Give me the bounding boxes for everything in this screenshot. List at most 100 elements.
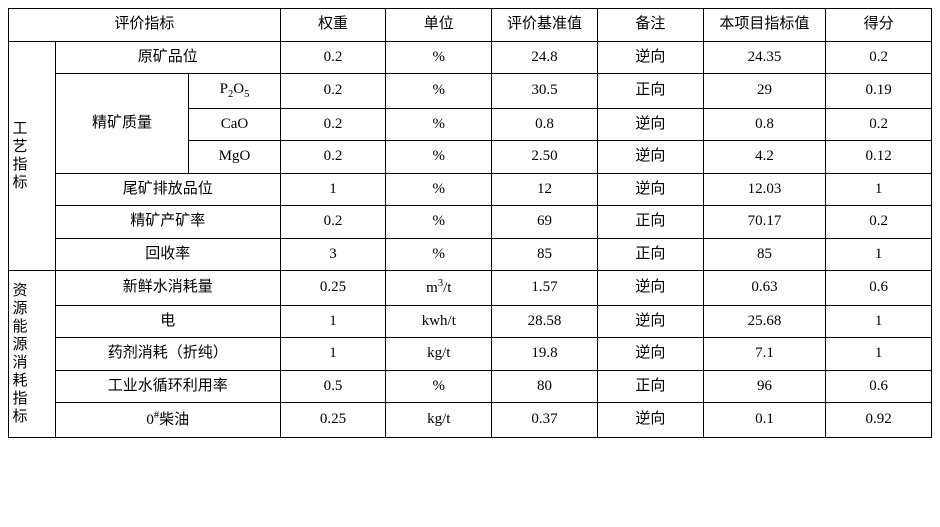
cell-proj: 85 — [703, 238, 825, 271]
row-fresh-water: 资源能源消耗指标 新鲜水消耗量 0.25 m3/t 1.57 逆向 0.63 0… — [9, 271, 932, 306]
cell-note: 正向 — [597, 74, 703, 109]
label-cao: CaO — [189, 108, 280, 141]
row-electricity: 电 1 kwh/t 28.58 逆向 25.68 1 — [9, 305, 932, 338]
row-ore-grade: 工艺指标 原矿品位 0.2 % 24.8 逆向 24.35 0.2 — [9, 41, 932, 74]
row-conc-yield: 精矿产矿率 0.2 % 69 正向 70.17 0.2 — [9, 206, 932, 239]
cell-score: 0.19 — [826, 74, 932, 109]
cell-unit: % — [386, 141, 492, 174]
cell-weight: 0.2 — [280, 108, 386, 141]
cell-score: 0.92 — [826, 403, 932, 438]
cell-unit: % — [386, 41, 492, 74]
cell-baseline: 2.50 — [492, 141, 598, 174]
cell-score: 1 — [826, 238, 932, 271]
cell-unit: % — [386, 370, 492, 403]
cell-proj: 12.03 — [703, 173, 825, 206]
row-reagent: 药剂消耗（折纯） 1 kg/t 19.8 逆向 7.1 1 — [9, 338, 932, 371]
cell-proj: 7.1 — [703, 338, 825, 371]
cell-note: 逆向 — [597, 173, 703, 206]
col-indicator: 评价指标 — [9, 9, 281, 42]
cell-note: 正向 — [597, 238, 703, 271]
row-diesel: 0#柴油 0.25 kg/t 0.37 逆向 0.1 0.92 — [9, 403, 932, 438]
label-reagent: 药剂消耗（折纯） — [55, 338, 280, 371]
col-weight: 权重 — [280, 9, 386, 42]
cell-baseline: 85 — [492, 238, 598, 271]
cell-proj: 0.1 — [703, 403, 825, 438]
cell-proj: 0.8 — [703, 108, 825, 141]
row-tailings: 尾矿排放品位 1 % 12 逆向 12.03 1 — [9, 173, 932, 206]
col-score: 得分 — [826, 9, 932, 42]
cell-proj: 96 — [703, 370, 825, 403]
cell-note: 正向 — [597, 370, 703, 403]
cell-score: 0.12 — [826, 141, 932, 174]
cell-note: 逆向 — [597, 305, 703, 338]
col-unit: 单位 — [386, 9, 492, 42]
cell-baseline: 1.57 — [492, 271, 598, 306]
cell-unit: % — [386, 206, 492, 239]
cell-unit: kg/t — [386, 338, 492, 371]
cell-score: 0.6 — [826, 370, 932, 403]
cell-score: 1 — [826, 305, 932, 338]
label-electricity: 电 — [55, 305, 280, 338]
cell-weight: 0.25 — [280, 403, 386, 438]
label-mgo: MgO — [189, 141, 280, 174]
label-conc-yield: 精矿产矿率 — [55, 206, 280, 239]
table-header-row: 评价指标 权重 单位 评价基准值 备注 本项目指标值 得分 — [9, 9, 932, 42]
row-recovery: 回收率 3 % 85 正向 85 1 — [9, 238, 932, 271]
cell-weight: 1 — [280, 305, 386, 338]
cell-note: 逆向 — [597, 41, 703, 74]
cell-note: 逆向 — [597, 141, 703, 174]
cell-note: 逆向 — [597, 403, 703, 438]
cell-score: 1 — [826, 173, 932, 206]
cell-weight: 0.2 — [280, 141, 386, 174]
label-tailings: 尾矿排放品位 — [55, 173, 280, 206]
cell-baseline: 30.5 — [492, 74, 598, 109]
cell-baseline: 80 — [492, 370, 598, 403]
cell-weight: 0.25 — [280, 271, 386, 306]
col-baseline: 评价基准值 — [492, 9, 598, 42]
row-water-recycle: 工业水循环利用率 0.5 % 80 正向 96 0.6 — [9, 370, 932, 403]
label-diesel: 0#柴油 — [55, 403, 280, 438]
label-p2o5: P2O5 — [189, 74, 280, 109]
cell-note: 逆向 — [597, 338, 703, 371]
category-process: 工艺指标 — [9, 41, 56, 271]
cell-baseline: 12 — [492, 173, 598, 206]
cell-unit: % — [386, 173, 492, 206]
cell-unit: m3/t — [386, 271, 492, 306]
cell-weight: 1 — [280, 338, 386, 371]
cell-weight: 0.5 — [280, 370, 386, 403]
label-fresh-water: 新鲜水消耗量 — [55, 271, 280, 306]
cell-weight: 1 — [280, 173, 386, 206]
cell-weight: 0.2 — [280, 74, 386, 109]
cell-baseline: 69 — [492, 206, 598, 239]
cell-proj: 25.68 — [703, 305, 825, 338]
label-water-recycle: 工业水循环利用率 — [55, 370, 280, 403]
cell-proj: 4.2 — [703, 141, 825, 174]
cell-proj: 70.17 — [703, 206, 825, 239]
cell-unit: % — [386, 108, 492, 141]
cell-baseline: 24.8 — [492, 41, 598, 74]
cell-score: 0.2 — [826, 206, 932, 239]
cell-note: 正向 — [597, 206, 703, 239]
cell-score: 0.2 — [826, 41, 932, 74]
cell-baseline: 28.58 — [492, 305, 598, 338]
cell-score: 1 — [826, 338, 932, 371]
cell-weight: 0.2 — [280, 206, 386, 239]
cell-proj: 24.35 — [703, 41, 825, 74]
cell-proj: 29 — [703, 74, 825, 109]
cell-note: 逆向 — [597, 271, 703, 306]
label-ore-grade: 原矿品位 — [55, 41, 280, 74]
label-recovery: 回收率 — [55, 238, 280, 271]
cell-note: 逆向 — [597, 108, 703, 141]
cell-unit: kg/t — [386, 403, 492, 438]
cell-baseline: 19.8 — [492, 338, 598, 371]
cell-baseline: 0.37 — [492, 403, 598, 438]
col-note: 备注 — [597, 9, 703, 42]
cell-score: 0.2 — [826, 108, 932, 141]
cell-weight: 0.2 — [280, 41, 386, 74]
label-conc-quality: 精矿质量 — [55, 74, 189, 174]
col-project-value: 本项目指标值 — [703, 9, 825, 42]
evaluation-table: 评价指标 权重 单位 评价基准值 备注 本项目指标值 得分 工艺指标 原矿品位 … — [8, 8, 932, 438]
cell-weight: 3 — [280, 238, 386, 271]
cell-baseline: 0.8 — [492, 108, 598, 141]
cell-unit: kwh/t — [386, 305, 492, 338]
